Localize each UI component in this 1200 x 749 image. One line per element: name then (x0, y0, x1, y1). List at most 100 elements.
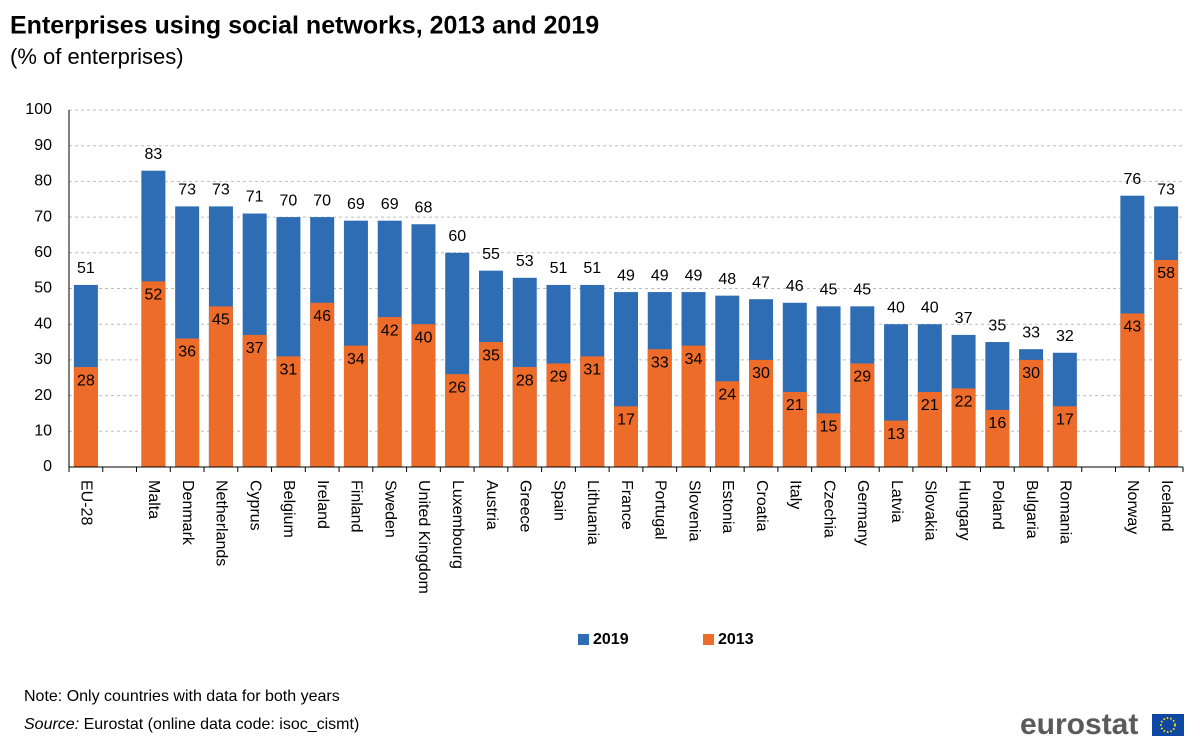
data-label: 52 (144, 287, 162, 304)
data-label: 29 (550, 369, 568, 386)
data-label: 53 (516, 253, 534, 270)
data-label: 45 (212, 312, 230, 329)
data-label: 17 (1056, 412, 1074, 429)
bar (850, 363, 875, 467)
data-label: 21 (786, 397, 804, 414)
bar (749, 359, 774, 467)
data-label: 69 (347, 196, 365, 213)
x-tick-label: Denmark (179, 480, 196, 546)
data-label: 28 (77, 372, 95, 389)
bar (208, 306, 233, 467)
bar (816, 413, 841, 467)
x-tick-label: Croatia (753, 480, 770, 532)
bar (276, 356, 301, 467)
bar (782, 392, 807, 467)
chart-title: Enterprises using social networks, 2013 … (10, 12, 599, 40)
logo-stars (1160, 717, 1176, 733)
y-tick-label: 30 (34, 351, 52, 368)
y-tick-label: 70 (34, 208, 52, 225)
bar (478, 342, 503, 467)
x-tick-label: Germany (854, 480, 871, 546)
x-tick-label: Bulgaria (1023, 480, 1040, 539)
x-tick-label: Portugal (652, 480, 669, 540)
x-tick-label: Lithuania (584, 480, 601, 545)
data-label: 73 (212, 182, 230, 199)
data-label: 43 (1123, 319, 1141, 336)
data-label: 76 (1123, 171, 1141, 188)
y-tick-label: 90 (34, 137, 52, 154)
data-label: 33 (1022, 324, 1040, 341)
bar (1154, 259, 1179, 467)
x-tick-label: Italy (787, 480, 804, 509)
y-tick-label: 20 (34, 387, 52, 404)
data-label: 55 (482, 246, 500, 263)
x-tick-label: Malta (145, 480, 162, 519)
bar (681, 345, 706, 467)
bar (884, 420, 909, 467)
data-label: 83 (144, 146, 162, 163)
data-label: 70 (280, 192, 298, 209)
bar (343, 345, 368, 467)
data-label: 37 (246, 340, 264, 357)
bar (310, 302, 335, 467)
x-tick-label: Slovenia (685, 480, 702, 541)
x-tick-label: Slovakia (922, 480, 939, 541)
data-label: 51 (77, 260, 95, 277)
y-tick-label: 50 (34, 280, 52, 297)
bar (512, 367, 537, 467)
legend-label: 2019 (593, 631, 629, 648)
data-label: 49 (651, 267, 669, 284)
data-label: 69 (381, 196, 399, 213)
data-label: 68 (415, 199, 433, 216)
x-tick-label: Sweden (381, 480, 398, 538)
x-tick-label: Netherlands (213, 480, 230, 566)
x-tick-label: Poland (989, 480, 1006, 530)
chart-subtitle: (% of enterprises) (10, 44, 184, 69)
data-label: 26 (448, 379, 466, 396)
x-tick-label: United Kingdom (415, 480, 432, 594)
data-label: 17 (617, 412, 635, 429)
x-tick-label: Spain (550, 480, 567, 521)
data-label: 35 (482, 347, 500, 364)
x-tick-label: Czechia (820, 480, 837, 538)
legend-swatch (703, 634, 714, 645)
data-label: 34 (685, 351, 703, 368)
bar (141, 281, 166, 467)
data-label: 30 (752, 365, 770, 382)
data-label: 46 (313, 308, 331, 325)
x-tick-label: Norway (1124, 480, 1141, 534)
bar (175, 338, 200, 467)
data-label: 31 (583, 362, 601, 379)
data-label: 51 (550, 260, 568, 277)
bar (917, 392, 942, 467)
bar (985, 409, 1010, 467)
x-tick-label: Ireland (314, 480, 331, 529)
data-label: 36 (178, 344, 196, 361)
data-label: 29 (853, 369, 871, 386)
data-label: 40 (887, 299, 905, 316)
source-label: Source: (24, 716, 79, 733)
source: Source: Eurostat (online data code: isoc… (24, 716, 359, 733)
data-label: 32 (1056, 328, 1074, 345)
data-label: 28 (516, 372, 534, 389)
legend-label: 2013 (718, 631, 754, 648)
data-label: 60 (448, 228, 466, 245)
x-tick-label: Iceland (1158, 480, 1175, 532)
data-label: 24 (718, 387, 736, 404)
bar (951, 388, 976, 467)
bar (1019, 359, 1044, 467)
data-label: 16 (988, 415, 1006, 432)
bar (73, 367, 98, 467)
data-label: 15 (820, 419, 838, 436)
data-label: 58 (1157, 265, 1175, 282)
bar (1052, 406, 1077, 467)
x-tick-label: Latvia (888, 480, 905, 523)
data-label: 45 (820, 282, 838, 299)
data-label: 49 (685, 267, 703, 284)
data-label: 40 (415, 329, 433, 346)
x-tick-label: Cyprus (246, 480, 263, 531)
x-tick-label: Finland (348, 480, 365, 532)
data-label: 34 (347, 351, 365, 368)
data-label: 30 (1022, 365, 1040, 382)
